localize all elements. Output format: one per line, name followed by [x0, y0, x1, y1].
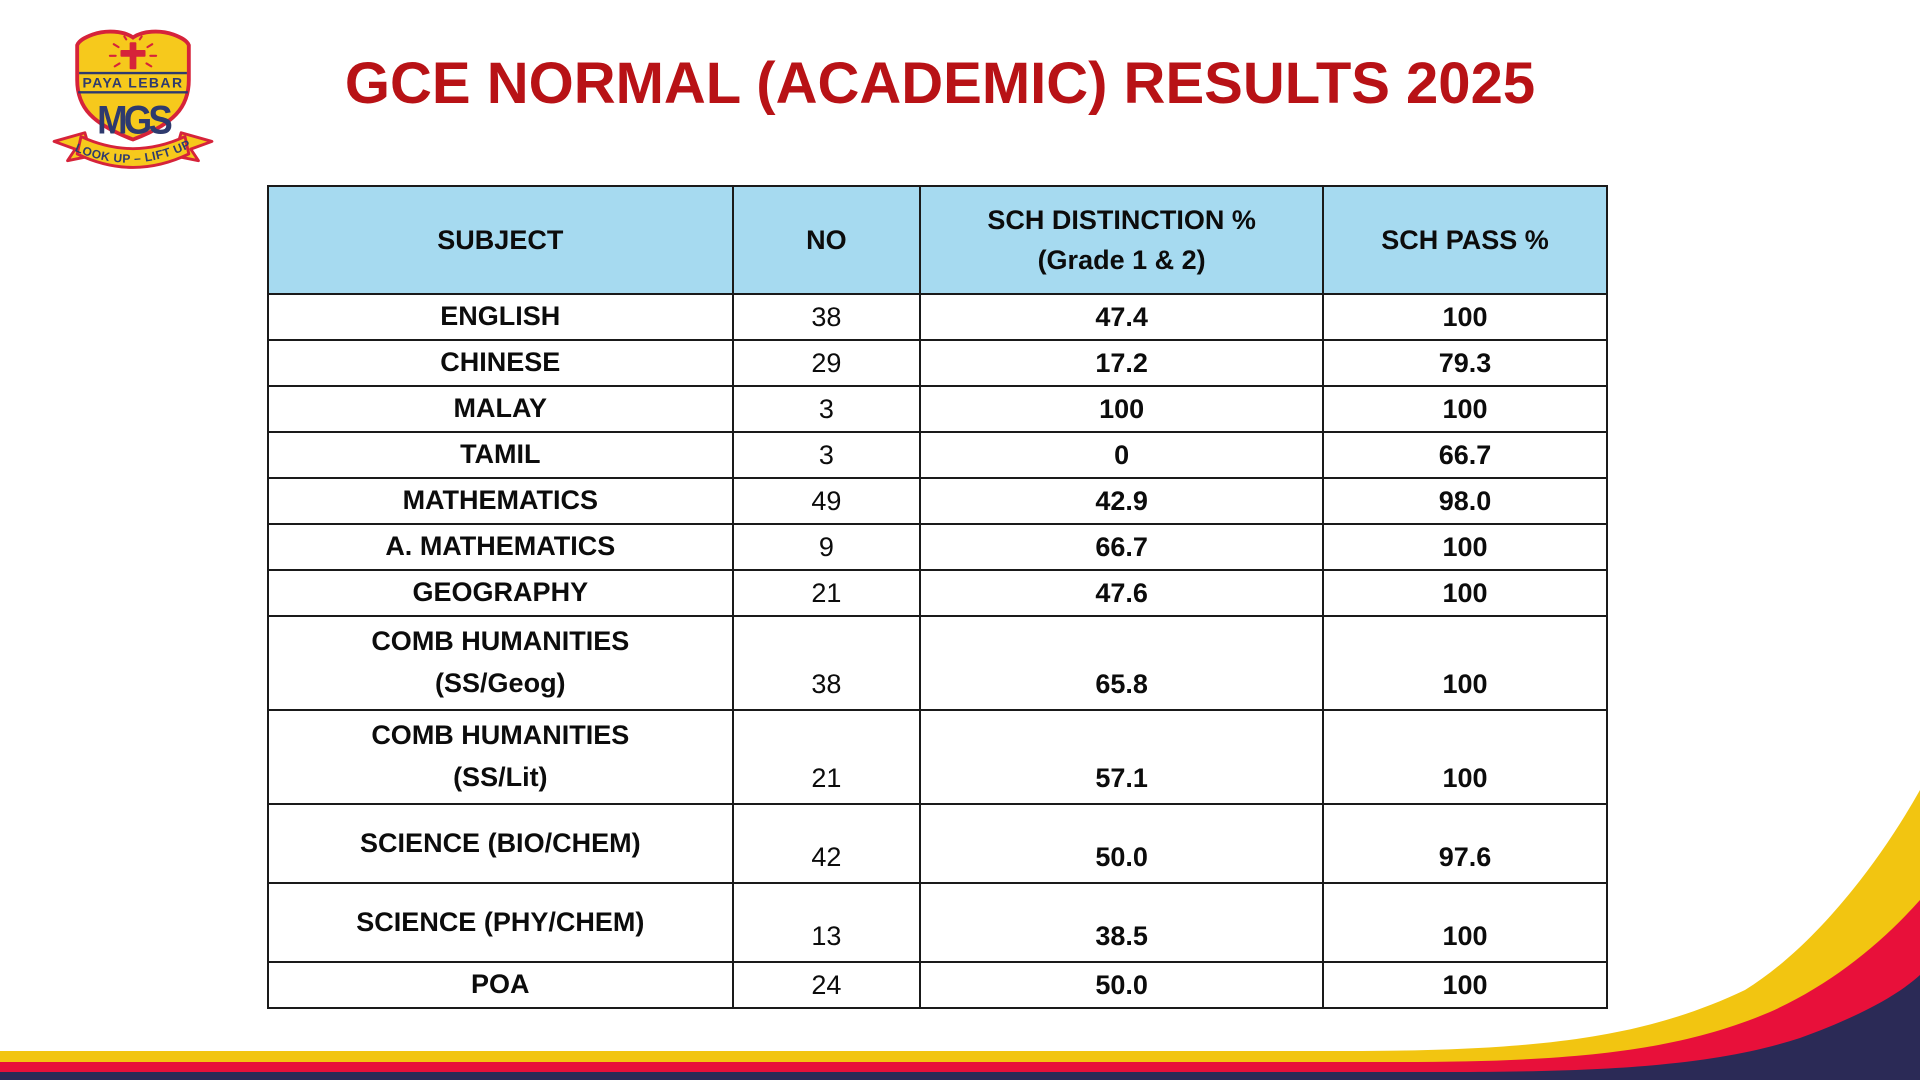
table-row: TAMIL 3 0 66.7	[267, 431, 1608, 479]
distinction-cell: 42.9	[919, 477, 1325, 525]
table-row: GEOGRAPHY 21 47.6 100	[267, 569, 1608, 617]
subject-cell: CHINESE	[267, 339, 734, 387]
no-cell: 42	[731, 803, 922, 884]
table-row: SCIENCE (BIO/CHEM) 42 50.0 97.6	[267, 803, 1608, 884]
no-cell: 3	[731, 431, 922, 479]
table-row: COMB HUMANITIES (SS/Geog) 38 65.8 100	[267, 615, 1608, 711]
distinction-cell: 47.4	[919, 293, 1325, 341]
distinction-cell: 38.5	[919, 882, 1325, 963]
subject-cell: SCIENCE (PHY/CHEM)	[267, 882, 734, 963]
table-row: SCIENCE (PHY/CHEM) 13 38.5 100	[267, 882, 1608, 963]
results-table: SUBJECT NO SCH DISTINCTION % (Grade 1 & …	[267, 185, 1608, 1009]
header-subject: SUBJECT	[267, 185, 734, 295]
shield-shape	[75, 29, 191, 142]
no-cell: 13	[731, 882, 922, 963]
subject-cell: ENGLISH	[267, 293, 734, 341]
table-row: CHINESE 29 17.2 79.3	[267, 339, 1608, 387]
school-crest-logo: PAYA LEBAR MGS LOOK UP – LIFT UP	[52, 29, 214, 169]
cross-rays	[108, 35, 158, 68]
subject-cell: COMB HUMANITIES (SS/Lit)	[267, 709, 734, 805]
table-row: MALAY 3 100 100	[267, 385, 1608, 433]
ribbon-band	[75, 135, 191, 169]
motto-ribbon	[52, 131, 214, 169]
distinction-cell: 100	[919, 385, 1325, 433]
pass-cell: 100	[1322, 523, 1608, 571]
results-table-body: ENGLISH 38 47.4 100 CHINESE 29 17.2 79.3 MALAY 3 1…	[267, 293, 1608, 1009]
distinction-cell: 50.0	[919, 961, 1325, 1009]
distinction-cell: 47.6	[919, 569, 1325, 617]
distinction-cell: 50.0	[919, 803, 1325, 884]
table-row: A. MATHEMATICS 9 66.7 100	[267, 523, 1608, 571]
distinction-cell: 17.2	[919, 339, 1325, 387]
pass-cell: 98.0	[1322, 477, 1608, 525]
pass-cell: 100	[1322, 961, 1608, 1009]
subject-cell: GEOGRAPHY	[267, 569, 734, 617]
pass-cell: 100	[1322, 615, 1608, 711]
header-row: SUBJECT NO SCH DISTINCTION % (Grade 1 & …	[267, 185, 1608, 295]
table-row: POA 24 50.0 100	[267, 961, 1608, 1009]
no-cell: 21	[731, 569, 922, 617]
distinction-cell: 66.7	[919, 523, 1325, 571]
no-cell: 38	[731, 615, 922, 711]
subject-cell: MATHEMATICS	[267, 477, 734, 525]
pass-cell: 66.7	[1322, 431, 1608, 479]
school-name-text: PAYA LEBAR	[83, 75, 184, 91]
table-row: MATHEMATICS 49 42.9 98.0	[267, 477, 1608, 525]
header-pass: SCH PASS %	[1322, 185, 1608, 295]
subject-cell: MALAY	[267, 385, 734, 433]
no-cell: 9	[731, 523, 922, 571]
no-cell: 21	[731, 709, 922, 805]
pass-cell: 100	[1322, 569, 1608, 617]
header-distinction: SCH DISTINCTION % (Grade 1 & 2)	[919, 185, 1325, 295]
subject-cell: SCIENCE (BIO/CHEM)	[267, 803, 734, 884]
no-cell: 3	[731, 385, 922, 433]
table-row: COMB HUMANITIES (SS/Lit) 21 57.1 100	[267, 709, 1608, 805]
distinction-cell: 57.1	[919, 709, 1325, 805]
no-cell: 24	[731, 961, 922, 1009]
no-cell: 38	[731, 293, 922, 341]
results-table-header: SUBJECT NO SCH DISTINCTION % (Grade 1 & …	[267, 185, 1608, 295]
pass-cell: 97.6	[1322, 803, 1608, 884]
cross-icon	[120, 42, 146, 70]
pass-cell: 79.3	[1322, 339, 1608, 387]
page-title: GCE NORMAL (ACADEMIC) RESULTS 2025	[344, 51, 1536, 116]
subject-cell: POA	[267, 961, 734, 1009]
subject-cell: TAMIL	[267, 431, 734, 479]
table-row: ENGLISH 38 47.4 100	[267, 293, 1608, 341]
distinction-cell: 65.8	[919, 615, 1325, 711]
subject-cell: A. MATHEMATICS	[267, 523, 734, 571]
header-no: NO	[731, 185, 922, 295]
no-cell: 49	[731, 477, 922, 525]
name-band: PAYA LEBAR	[78, 71, 188, 94]
pass-cell: 100	[1322, 385, 1608, 433]
monogram-text: MGS	[97, 99, 171, 143]
pass-cell: 100	[1322, 293, 1608, 341]
no-cell: 29	[731, 339, 922, 387]
pass-cell: 100	[1322, 882, 1608, 963]
pass-cell: 100	[1322, 709, 1608, 805]
distinction-cell: 0	[919, 431, 1325, 479]
subject-cell: COMB HUMANITIES (SS/Geog)	[267, 615, 734, 711]
